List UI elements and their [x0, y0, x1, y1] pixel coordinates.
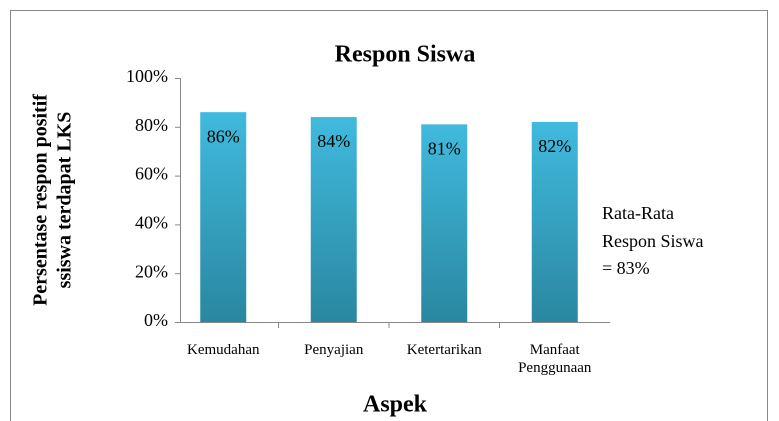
chart-title: Respon Siswa [335, 42, 476, 68]
annotation: = 83% [602, 258, 650, 278]
annotation: Respon Siswa [602, 231, 704, 251]
bar [310, 117, 357, 322]
y-tick-label: 20% [135, 261, 168, 281]
x-tick-label: Kemudahan [187, 342, 260, 358]
data-label: 82% [538, 136, 571, 156]
chart-border [10, 10, 768, 421]
y-tick-label: 0% [144, 310, 168, 330]
y-axis-label: Persentase respon positif [30, 94, 52, 306]
y-tick-label: 80% [135, 115, 168, 135]
annotation: Rata-Rata [602, 203, 674, 223]
y-tick-label: 40% [135, 213, 168, 233]
x-tick-label: Penyajian [304, 342, 364, 358]
data-label: 81% [428, 138, 461, 158]
x-axis-label: Aspek [363, 392, 428, 418]
y-tick-label: 60% [135, 164, 168, 184]
bar [200, 112, 247, 322]
y-tick-label: 100% [126, 66, 168, 86]
bar [531, 121, 578, 322]
x-tick-label: Manfaat Penggunaan [518, 342, 592, 376]
y-axis-label: ssiswa terdapat LKS [54, 112, 76, 289]
x-tick-label: Ketertarikan [406, 342, 482, 358]
data-label: 86% [207, 126, 240, 146]
bar [421, 124, 468, 322]
data-label: 84% [317, 131, 350, 151]
